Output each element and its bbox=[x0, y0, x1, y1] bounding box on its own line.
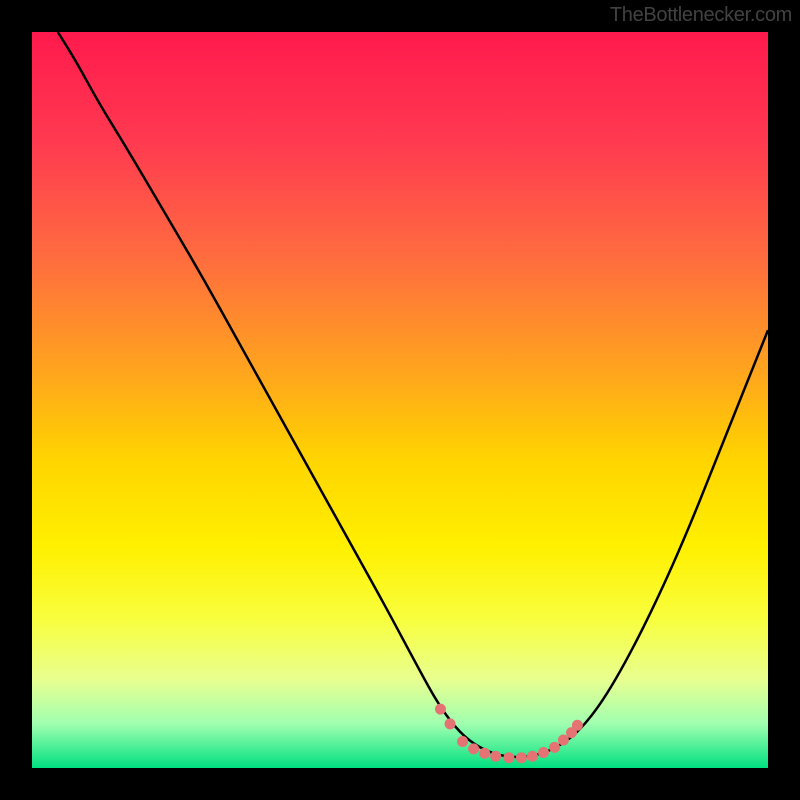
marker-point bbox=[516, 753, 526, 763]
marker-point bbox=[458, 737, 468, 747]
marker-point bbox=[491, 751, 501, 761]
marker-point bbox=[445, 719, 455, 729]
marker-point bbox=[469, 744, 479, 754]
marker-point bbox=[504, 753, 514, 763]
watermark-text: TheBottlenecker.com bbox=[610, 4, 792, 27]
marker-point bbox=[480, 748, 490, 758]
marker-point bbox=[550, 742, 560, 752]
marker-point bbox=[435, 704, 445, 714]
marker-point bbox=[572, 720, 582, 730]
marker-point bbox=[527, 751, 537, 761]
bottleneck-curve bbox=[32, 32, 768, 768]
plot-area bbox=[32, 32, 768, 768]
marker-point bbox=[558, 735, 568, 745]
marker-point bbox=[539, 748, 549, 758]
